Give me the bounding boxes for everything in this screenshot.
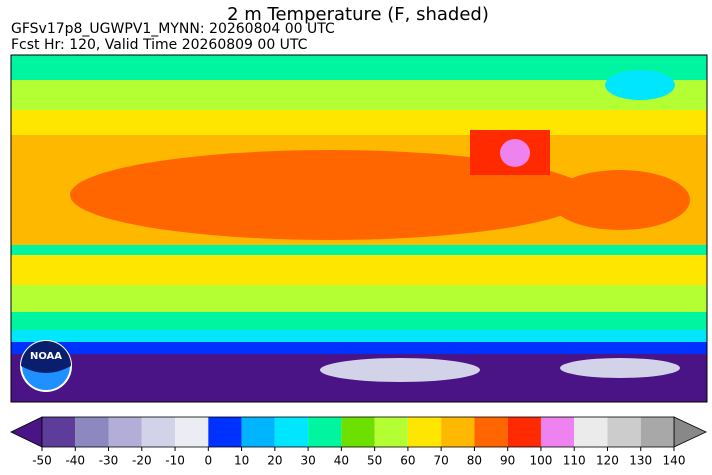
colorbar-box (241, 417, 275, 447)
colorbar-box (308, 417, 342, 447)
tick-label: 0 (204, 454, 212, 468)
tick-label: -40 (65, 454, 85, 468)
colorbar-frame (41, 416, 675, 448)
colorbar-box (407, 417, 442, 447)
colorbar-box (441, 417, 475, 447)
colorbar: -50 -40 -30 -20 -10 0 10 20 30 40 50 60 70 80 90 100 110… (10, 416, 707, 468)
noaa-logo: NOAA (20, 340, 72, 392)
colorbar-box (640, 417, 674, 447)
tick-label: 40 (334, 454, 349, 468)
tick-label: 140 (663, 454, 686, 468)
colorbar-box (507, 417, 541, 447)
colorbar-box (574, 417, 608, 447)
tick-label: -30 (99, 454, 119, 468)
colorbar-box (141, 417, 176, 447)
colorbar-box (42, 417, 76, 447)
colorbar-box (607, 417, 641, 447)
colorbar-over (673, 416, 707, 448)
tick-label: 50 (367, 454, 382, 468)
subtitle: Fcst Hr: 120, Valid Time 20260809 00 UTC (11, 37, 308, 53)
tick-label: 30 (300, 454, 315, 468)
tick-label: 10 (234, 454, 249, 468)
tick-label: 80 (467, 454, 482, 468)
colorbar-box (474, 417, 508, 447)
colorbar-box (540, 417, 575, 447)
tick-label: 70 (434, 454, 449, 468)
logo-text: NOAA (30, 351, 62, 362)
colorbar-under (10, 416, 43, 448)
colorbar-box (175, 417, 209, 447)
tick-label: -10 (165, 454, 185, 468)
map: NOAA (10, 54, 708, 403)
colorbar-box (374, 417, 408, 447)
colorbar-box (208, 417, 242, 447)
title: 2 m Temperature (F, shaded) (227, 4, 489, 25)
colorbar-box (108, 417, 142, 447)
subtitle: GFSv17p8_UGWPV1_MYNN: 20260804 00 UTC (11, 21, 335, 37)
tick-label: 130 (629, 454, 652, 468)
tick-label: -50 (32, 454, 52, 468)
colorbar-box (75, 417, 109, 447)
tick-label: 100 (529, 454, 552, 468)
tick-label: -20 (132, 454, 152, 468)
tick-label: 110 (563, 454, 586, 468)
colorbar-box (341, 417, 375, 447)
tick-label: 60 (400, 454, 415, 468)
tick-label: 120 (596, 454, 619, 468)
colorbar-box (274, 417, 309, 447)
tick-label: 20 (267, 454, 282, 468)
tick-label: 90 (500, 454, 515, 468)
